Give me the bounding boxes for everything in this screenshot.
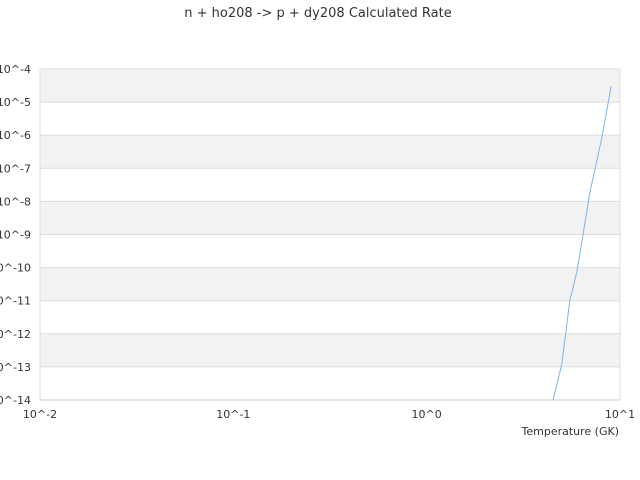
plot-band bbox=[40, 333, 620, 367]
plot-band bbox=[40, 135, 620, 169]
x-tick-label: 10^-2 bbox=[23, 408, 57, 421]
y-tick-label: 10^-9 bbox=[0, 229, 31, 242]
y-tick-label: 10^-14 bbox=[0, 394, 31, 407]
x-tick-label: 10^0 bbox=[412, 408, 442, 421]
plot-band bbox=[40, 201, 620, 235]
y-tick-label: 10^-13 bbox=[0, 361, 31, 374]
y-tick-label: 10^-8 bbox=[0, 195, 31, 208]
series-line bbox=[552, 86, 612, 401]
plot-band bbox=[40, 102, 620, 136]
x-tick-label: 10^-1 bbox=[216, 408, 250, 421]
grid-lines bbox=[39, 68, 621, 401]
y-tick-label: 10^-12 bbox=[0, 328, 31, 341]
y-tick-label: 10^-6 bbox=[0, 129, 31, 142]
y-tick-label: 10^-4 bbox=[0, 63, 31, 76]
plot-band bbox=[40, 366, 620, 400]
plot-band bbox=[40, 234, 620, 268]
x-tick-label: 10^1 bbox=[605, 408, 635, 421]
y-tick-label: 10^-11 bbox=[0, 295, 31, 308]
plot-bands bbox=[40, 69, 620, 400]
plot-band bbox=[40, 267, 620, 301]
y-tick-label: 10^-5 bbox=[0, 96, 31, 109]
x-axis: 10^-2 10^-1 10^0 10^1 bbox=[23, 408, 635, 421]
y-tick-label: 10^-7 bbox=[0, 162, 31, 175]
series-group bbox=[552, 86, 612, 401]
plot-band bbox=[40, 69, 620, 103]
plot-band bbox=[40, 168, 620, 202]
y-axis: 10^-4 10^-5 10^-6 10^-7 10^-8 10^-9 10^-10 10^-… bbox=[0, 63, 31, 407]
chart-title: n + ho208 -> p + dy208 Calculated Rate bbox=[184, 6, 451, 21]
y-tick-label: 10^-10 bbox=[0, 262, 31, 275]
plot-band bbox=[40, 300, 620, 334]
x-axis-label: Temperature (GK) bbox=[521, 425, 620, 438]
